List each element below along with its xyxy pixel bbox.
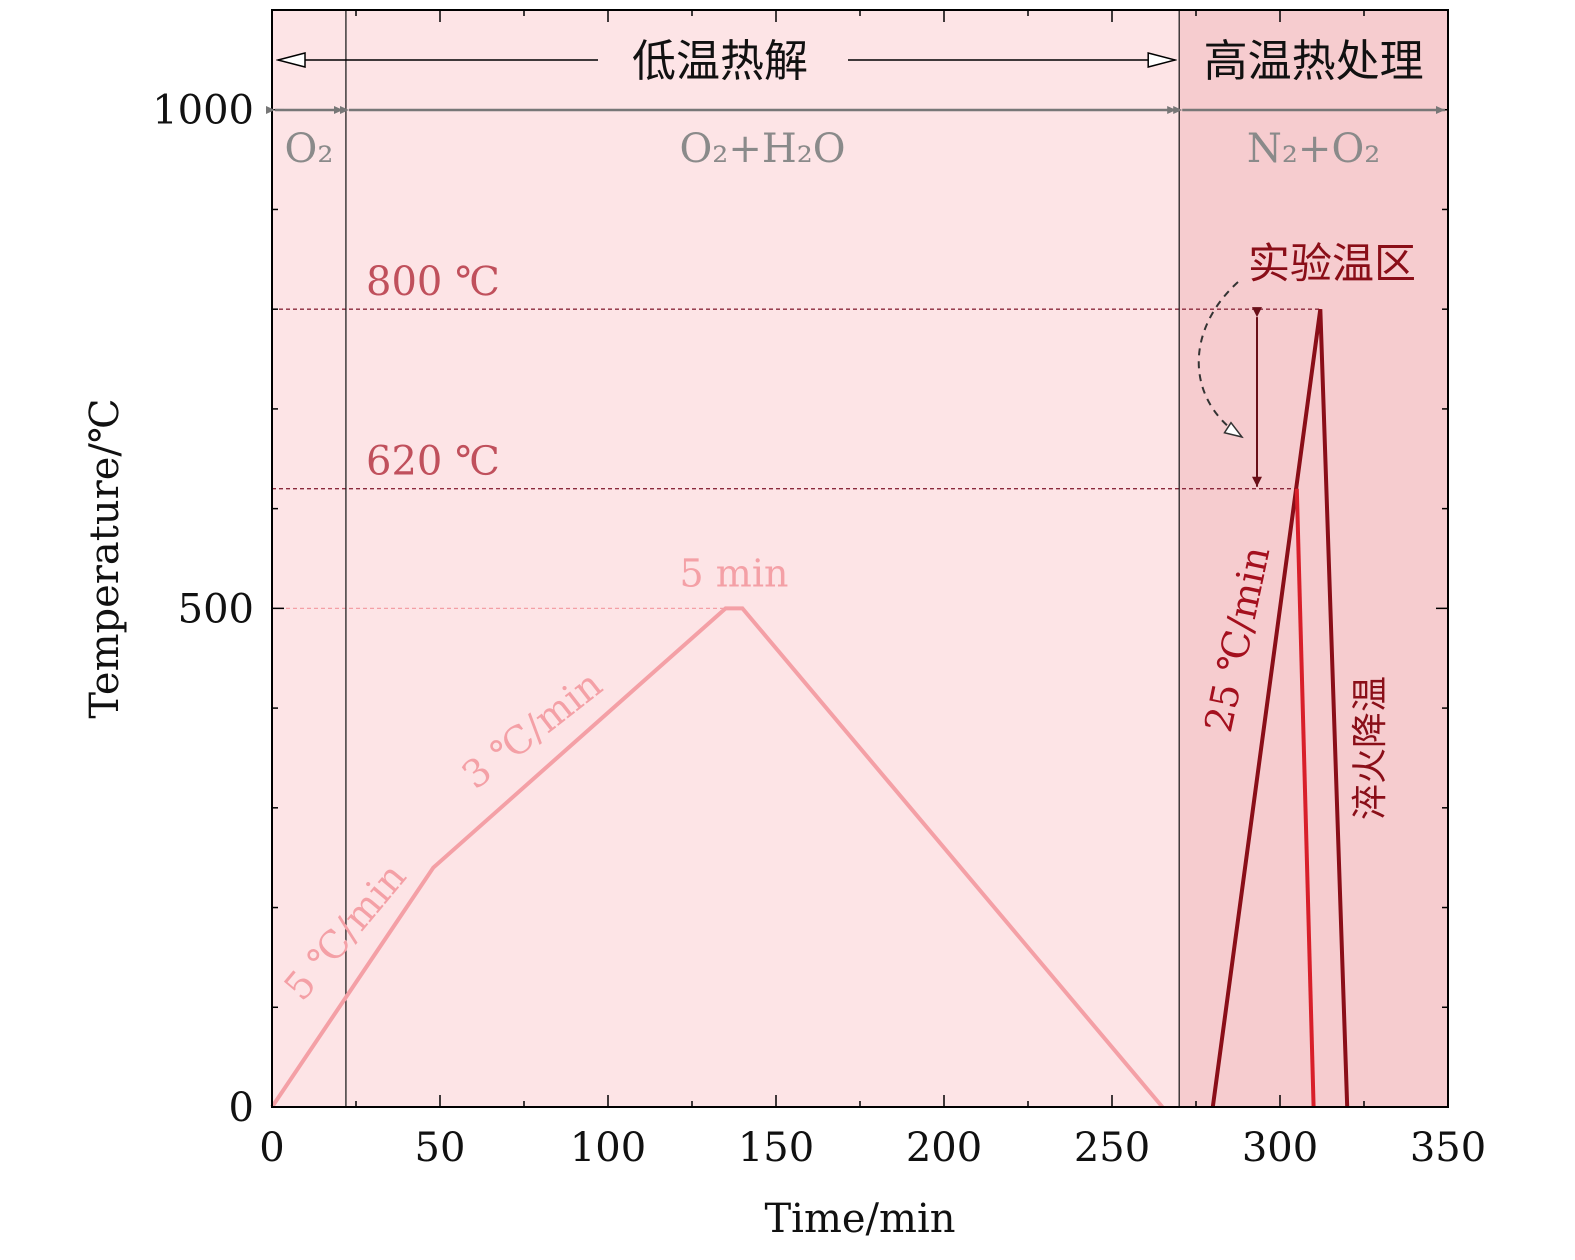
x-tick-label: 350 <box>1410 1125 1486 1171</box>
x-tick-label: 100 <box>570 1125 646 1171</box>
series-line-1 <box>1210 308 1350 1108</box>
x-tick-label: 50 <box>415 1125 466 1171</box>
reference-label-0: 800 ℃ <box>366 259 500 305</box>
atmosphere-label-2: N₂+O₂ <box>1247 126 1380 172</box>
y-tick-label: 0 <box>229 1085 254 1131</box>
atmosphere-layer: O₂ O₂+H₂O N₂+O₂ <box>266 106 1445 172</box>
region-bg-0 <box>272 10 1180 1107</box>
atmosphere-label-1: O₂+H₂O <box>680 126 846 172</box>
region-bg-1 <box>1179 10 1448 1107</box>
series-line-2 <box>1294 488 1316 1108</box>
x-tick-label: 200 <box>906 1125 982 1171</box>
y-axis-label: Temperature/℃ <box>82 398 128 718</box>
y-tick-label: 500 <box>178 586 254 632</box>
x-tick-label: 0 <box>259 1125 284 1171</box>
hold-time-label: 5 min <box>680 551 789 595</box>
ticks-layer: 0 50 100 150 200 250 300 350 0 500 1000 <box>152 9 1486 1171</box>
x-tick-label: 250 <box>1074 1125 1150 1171</box>
series-layer <box>270 308 1350 1109</box>
region-dividers <box>345 10 1180 1107</box>
low-temp-region-title: 低温热解 <box>632 36 808 87</box>
series-line-0 <box>270 606 1164 1109</box>
y-tick-label: 1000 <box>152 88 254 134</box>
x-tick-label: 300 <box>1242 1125 1318 1171</box>
regions-layer <box>272 10 1448 1107</box>
experimental-zone-label: 实验温区 <box>1248 239 1416 288</box>
reference-lines-layer: 800 ℃ 620 ℃ <box>272 259 1321 610</box>
reference-label-1: 620 ℃ <box>366 439 500 485</box>
experimental-zone-dashed-pointer <box>1197 281 1242 437</box>
x-axis-label: Time/min <box>764 1196 955 1242</box>
quench-label: 淬火降温 <box>1350 676 1391 820</box>
high-temp-region-title: 高温热处理 <box>1204 36 1424 87</box>
atmosphere-label-0: O₂ <box>285 126 334 172</box>
x-tick-label: 150 <box>738 1125 814 1171</box>
